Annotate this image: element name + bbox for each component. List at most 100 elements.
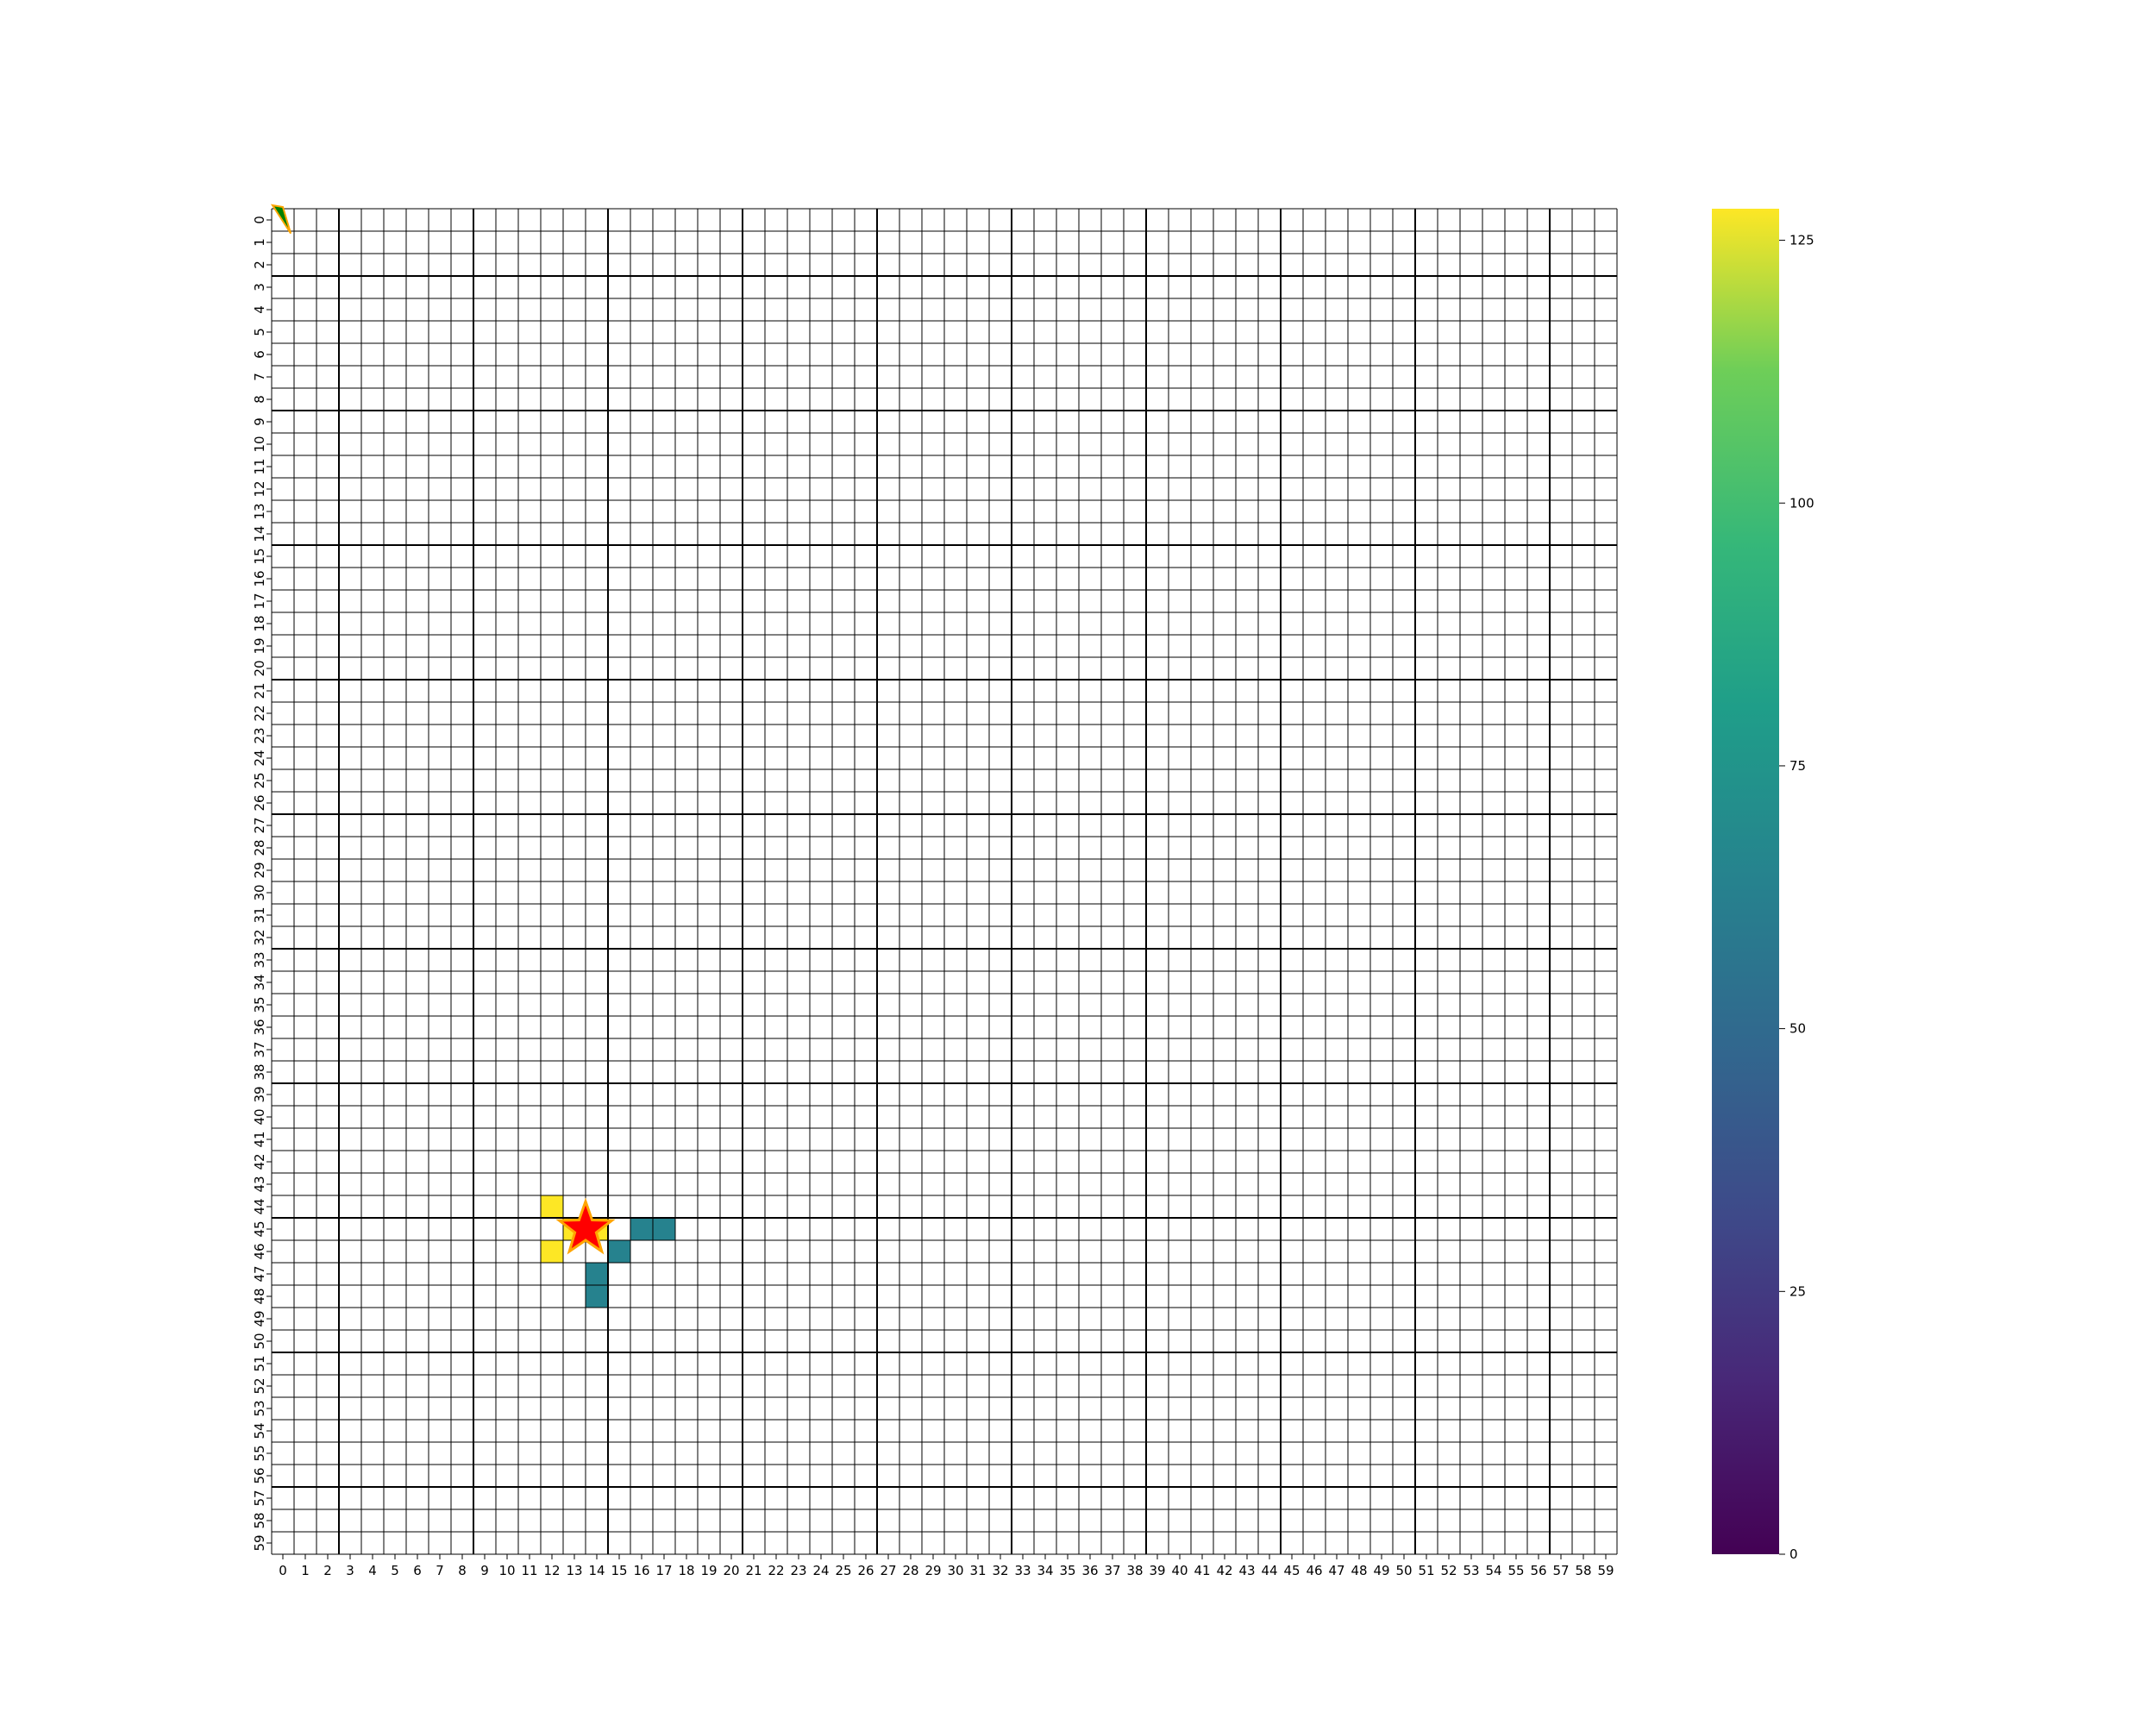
y-tick-label: 14 xyxy=(252,525,267,542)
x-tick-label: 5 xyxy=(391,1563,399,1578)
y-tick-label: 15 xyxy=(252,548,267,564)
y-tick-label: 49 xyxy=(252,1310,267,1327)
y-tick-label: 24 xyxy=(252,750,267,766)
y-tick-label: 27 xyxy=(252,817,267,833)
x-tick-label: 52 xyxy=(1440,1563,1457,1578)
x-tick-label: 49 xyxy=(1373,1563,1389,1578)
y-tick-label: 44 xyxy=(252,1198,267,1214)
x-tick-label: 0 xyxy=(279,1563,287,1578)
x-tick-label: 19 xyxy=(700,1563,717,1578)
y-tick-label: 21 xyxy=(252,682,267,699)
y-tick-label: 18 xyxy=(252,615,267,631)
x-tick-label: 43 xyxy=(1238,1563,1255,1578)
x-tick-label: 37 xyxy=(1104,1563,1120,1578)
x-tick-label: 20 xyxy=(723,1563,739,1578)
y-tick-label: 42 xyxy=(252,1153,267,1170)
x-tick-label: 36 xyxy=(1081,1563,1098,1578)
y-tick-label: 54 xyxy=(252,1422,267,1439)
x-tick-label: 42 xyxy=(1216,1563,1232,1578)
y-tick-label: 5 xyxy=(252,328,267,336)
y-tick-label: 47 xyxy=(252,1265,267,1282)
colorbar-tick-label: 75 xyxy=(1789,758,1806,774)
y-tick-label: 59 xyxy=(252,1534,267,1551)
x-tick-label: 33 xyxy=(1014,1563,1031,1578)
y-tick-label: 26 xyxy=(252,794,267,811)
y-tick-label: 30 xyxy=(252,884,267,900)
x-tick-label: 1 xyxy=(301,1563,310,1578)
plot-area xyxy=(270,204,1618,1555)
x-tick-label: 23 xyxy=(790,1563,806,1578)
x-tick-label: 29 xyxy=(924,1563,941,1578)
y-axis: 0123456789101112131415161718192021222324… xyxy=(252,216,272,1552)
y-tick-label: 45 xyxy=(252,1220,267,1237)
x-tick-label: 21 xyxy=(745,1563,761,1578)
x-tick-label: 13 xyxy=(566,1563,582,1578)
y-tick-label: 25 xyxy=(252,772,267,788)
y-tick-label: 16 xyxy=(252,570,267,586)
x-tick-label: 11 xyxy=(521,1563,537,1578)
y-tick-label: 28 xyxy=(252,839,267,856)
y-tick-label: 29 xyxy=(252,862,267,878)
x-tick-label: 28 xyxy=(902,1563,918,1578)
y-tick-label: 4 xyxy=(252,305,267,314)
colorbar-tick-label: 25 xyxy=(1789,1283,1806,1299)
y-tick-label: 41 xyxy=(252,1131,267,1147)
y-tick-label: 57 xyxy=(252,1490,267,1506)
x-tick-label: 40 xyxy=(1171,1563,1188,1578)
y-tick-label: 38 xyxy=(252,1063,267,1080)
x-tick-label: 12 xyxy=(543,1563,560,1578)
y-tick-label: 7 xyxy=(252,373,267,381)
x-tick-label: 59 xyxy=(1597,1563,1614,1578)
heatmap-cell-r44-c12 xyxy=(541,1195,563,1218)
grid-lines xyxy=(271,208,1618,1555)
y-tick-label: 31 xyxy=(252,906,267,923)
y-tick-label: 9 xyxy=(252,417,267,426)
y-tick-label: 50 xyxy=(252,1333,267,1349)
y-tick-label: 33 xyxy=(252,951,267,968)
colorbar-tick-label: 0 xyxy=(1789,1546,1798,1562)
x-tick-label: 4 xyxy=(368,1563,377,1578)
x-tick-label: 2 xyxy=(323,1563,332,1578)
x-tick-label: 48 xyxy=(1351,1563,1367,1578)
x-tick-label: 39 xyxy=(1149,1563,1165,1578)
y-tick-label: 48 xyxy=(252,1288,267,1304)
x-tick-label: 7 xyxy=(436,1563,444,1578)
x-tick-label: 27 xyxy=(880,1563,896,1578)
x-tick-label: 31 xyxy=(969,1563,986,1578)
x-tick-label: 57 xyxy=(1552,1563,1569,1578)
y-tick-label: 10 xyxy=(252,436,267,452)
x-tick-label: 24 xyxy=(812,1563,829,1578)
colorbar: 0 25 50 75 100 125 xyxy=(1712,209,1814,1562)
x-tick-label: 54 xyxy=(1485,1563,1501,1578)
x-tick-label: 38 xyxy=(1126,1563,1143,1578)
x-tick-label: 22 xyxy=(768,1563,784,1578)
y-tick-label: 8 xyxy=(252,395,267,404)
x-tick-label: 35 xyxy=(1059,1563,1075,1578)
x-tick-label: 44 xyxy=(1261,1563,1277,1578)
y-tick-label: 19 xyxy=(252,637,267,654)
y-tick-label: 6 xyxy=(252,350,267,359)
y-tick-label: 20 xyxy=(252,660,267,676)
heatmap-cell-r48-c14 xyxy=(586,1285,608,1308)
y-tick-label: 13 xyxy=(252,503,267,519)
x-tick-label: 55 xyxy=(1507,1563,1524,1578)
y-tick-label: 58 xyxy=(252,1512,267,1528)
x-tick-label: 50 xyxy=(1395,1563,1412,1578)
y-tick-label: 36 xyxy=(252,1019,267,1035)
colorbar-gradient xyxy=(1712,209,1779,1554)
x-tick-label: 9 xyxy=(480,1563,489,1578)
y-tick-label: 51 xyxy=(252,1355,267,1371)
x-tick-label: 25 xyxy=(835,1563,851,1578)
x-tick-label: 8 xyxy=(458,1563,467,1578)
x-tick-label: 32 xyxy=(992,1563,1008,1578)
x-tick-label: 6 xyxy=(413,1563,422,1578)
y-tick-label: 0 xyxy=(252,216,267,224)
x-tick-label: 58 xyxy=(1575,1563,1591,1578)
x-tick-label: 16 xyxy=(633,1563,649,1578)
x-tick-label: 30 xyxy=(947,1563,963,1578)
heatmap-cell-r45-c16 xyxy=(630,1218,653,1240)
y-tick-label: 3 xyxy=(252,283,267,292)
x-tick-label: 14 xyxy=(588,1563,605,1578)
y-tick-label: 52 xyxy=(252,1377,267,1394)
y-tick-label: 1 xyxy=(252,238,267,247)
